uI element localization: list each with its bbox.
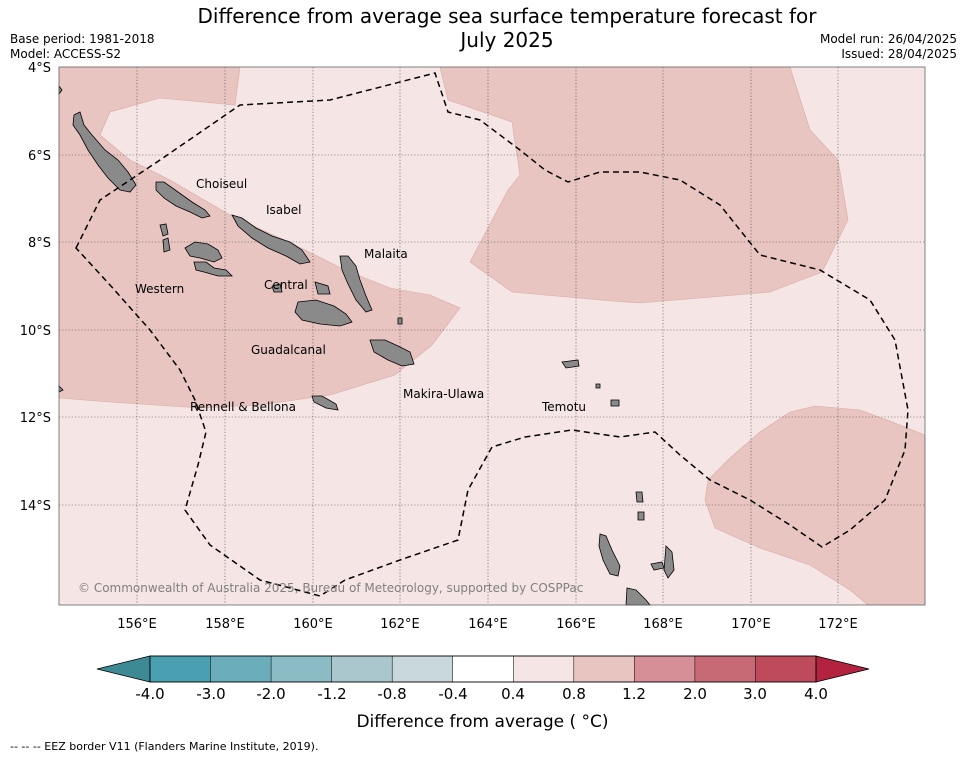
island-western-north	[72, 111, 137, 193]
island-vanuatu-3	[637, 511, 645, 521]
island-vanuatu-1	[598, 533, 621, 577]
region-label-malaita: Malaita	[364, 247, 408, 261]
colorbar-bins	[149, 655, 817, 683]
region-labels: Choiseul Isabel Malaita Western Central …	[135, 177, 586, 414]
island-vanuatu-5	[663, 545, 675, 579]
lat-label-4s: 4°S	[28, 61, 51, 76]
island-isabel	[231, 214, 311, 265]
land-masses	[58, 84, 675, 606]
colorbar-bin-6	[513, 655, 575, 683]
lon-label-172e: 172°E	[818, 617, 858, 632]
anomaly-patch-southeast	[704, 405, 926, 606]
lon-labels: 156°E 158°E 160°E 162°E 164°E 166°E 168°…	[117, 617, 858, 632]
colorbar-bin-4	[391, 655, 454, 683]
region-label-makira-ulawa: Makira-Ulawa	[403, 387, 484, 401]
colorbar-bin-9	[694, 655, 757, 683]
island-guadalcanal	[294, 299, 353, 327]
cbar-tick-label-m0-4: -0.4	[438, 685, 467, 703]
lat-label-10s: 10°S	[20, 324, 51, 339]
region-label-isabel: Isabel	[266, 203, 301, 217]
lat-labels: 4°S 6°S 8°S 10°S 12°S 14°S	[20, 61, 51, 514]
region-label-rennell-bellona: Rennell & Bellona	[190, 400, 296, 414]
map-frame	[58, 66, 926, 606]
island-malaita	[339, 255, 373, 313]
island-vanuatu-2	[635, 491, 644, 503]
base-period: Base period: 1981-2018	[10, 32, 155, 46]
colorbar-bin-7	[573, 655, 635, 683]
island-florida	[314, 281, 331, 295]
cbar-tick-label-m3: -3.0	[196, 685, 225, 703]
colorbar-bin-5	[452, 655, 514, 683]
copyright-notice: © Commonwealth of Australia 2025, Bureau…	[78, 581, 583, 595]
cbar-tick-label-3: 3.0	[743, 685, 767, 703]
island-vanuatu-6	[625, 587, 651, 606]
island-rendova	[193, 261, 233, 277]
meta-right: Model run: 26/04/2025 Issued: 28/04/2025	[820, 32, 957, 62]
cbar-tick-label-1-2: 1.2	[622, 685, 646, 703]
region-label-central: Central	[264, 278, 308, 292]
colorbar-bin-2	[270, 655, 333, 683]
chart-title: Difference from average sea surface temp…	[0, 4, 965, 52]
colorbar-bin-1	[210, 655, 272, 683]
eez-footnote: -- -- -- EEZ border V11 (Flanders Marine…	[10, 740, 319, 753]
lon-label-156e: 156°E	[117, 617, 157, 632]
cbar-tick-label-m0-8: -0.8	[377, 685, 406, 703]
cbar-tick-label-m4: -4.0	[135, 685, 164, 703]
issued-date: Issued: 28/04/2025	[841, 47, 957, 61]
model-name: Model: ACCESS-S2	[10, 47, 122, 61]
lon-label-164e: 164°E	[468, 617, 508, 632]
lon-label-160e: 160°E	[293, 617, 333, 632]
region-label-guadalcanal: Guadalcanal	[251, 343, 326, 357]
colorbar-bin-8	[634, 655, 696, 683]
island-small-1	[397, 317, 403, 325]
cbar-tick-label-m2: -2.0	[256, 685, 285, 703]
title-line-1: Difference from average sea surface temp…	[197, 4, 817, 28]
island-vella	[159, 223, 169, 237]
colorbar-under-arrow	[96, 655, 151, 683]
colorbar-over-arrow	[815, 655, 870, 683]
region-label-choiseul: Choiseul	[196, 177, 247, 191]
cbar-tick-label-2: 2.0	[683, 685, 707, 703]
meta-left: Base period: 1981-2018 Model: ACCESS-S2	[10, 32, 155, 62]
lat-label-6s: 6°S	[28, 149, 51, 164]
island-choiseul	[155, 181, 211, 219]
island-makira	[369, 339, 415, 367]
lon-label-166e: 166°E	[556, 617, 596, 632]
cbar-tick-label-0-8: 0.8	[562, 685, 586, 703]
lon-label-168e: 168°E	[643, 617, 683, 632]
island-temotu-1	[595, 383, 601, 389]
lon-label-158e: 158°E	[205, 617, 245, 632]
eez-border	[75, 72, 909, 597]
island-temotu-north	[561, 359, 580, 369]
colorbar-bin-0	[149, 655, 212, 683]
region-label-western: Western	[135, 282, 184, 296]
island-temotu-2	[610, 399, 620, 407]
cbar-tick-label-0-4: 0.4	[501, 685, 525, 703]
cbar-tick-label-m1-2: -1.2	[317, 685, 346, 703]
island-central	[271, 283, 283, 293]
model-run: Model run: 26/04/2025	[819, 32, 957, 46]
colorbar-bin-3	[331, 655, 393, 683]
lon-label-162e: 162°E	[380, 617, 420, 632]
island-rennell	[311, 395, 339, 411]
lat-label-8s: 8°S	[28, 236, 51, 251]
lat-label-12s: 12°S	[20, 411, 51, 426]
island-new-georgia	[184, 241, 223, 263]
cbar-tick-label-4: 4.0	[804, 685, 828, 703]
lon-label-170e: 170°E	[731, 617, 771, 632]
colorbar: -4.0 -3.0 -2.0 -1.2 -0.8 -0.4 0.4 0.8 1.…	[96, 655, 870, 703]
lat-label-14s: 14°S	[20, 499, 51, 514]
colorbar-outline	[149, 655, 817, 683]
grid-lines	[59, 67, 925, 605]
region-label-temotu: Temotu	[541, 400, 586, 414]
island-kolombangara	[162, 237, 171, 253]
colorbar-title: Difference from average ( °C)	[356, 712, 609, 732]
anomaly-patch-north	[439, 66, 849, 304]
colorbar-bin-10	[755, 655, 817, 683]
title-line-2: July 2025	[460, 28, 554, 52]
colorbar-tick-labels: -4.0 -3.0 -2.0 -1.2 -0.8 -0.4 0.4 0.8 1.…	[135, 685, 828, 703]
